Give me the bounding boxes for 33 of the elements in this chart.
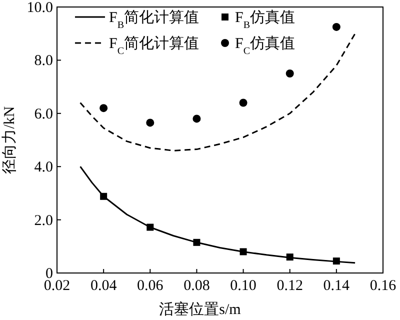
x-tick-label: 0.06 — [137, 278, 164, 294]
legend-label: F$_{B}$简化计算值 — [109, 9, 200, 30]
y-tick-label: 8.0 — [34, 53, 53, 70]
point — [239, 98, 248, 107]
point — [286, 70, 294, 78]
legend-label: F$_{C}$仿真值 — [235, 35, 296, 56]
point — [286, 254, 294, 261]
x-tick-label: 0.14 — [323, 278, 350, 294]
x-axis-title: 活塞位置s/m — [159, 301, 242, 318]
y-tick-label: 2.0 — [34, 212, 53, 229]
line-series — [80, 166, 356, 264]
y-tick-label: 4.0 — [34, 160, 53, 176]
y-tick-label: 6.0 — [34, 106, 53, 122]
point — [100, 192, 108, 200]
x-tick-label: 0.08 — [184, 278, 210, 294]
point — [100, 104, 108, 112]
x-tick-label: 0.10 — [230, 278, 256, 294]
legend-label: F$_{B}$仿真值 — [235, 9, 296, 30]
x-tick-label: 0.12 — [276, 278, 303, 294]
x-tick-label: 0.04 — [90, 278, 118, 294]
y-axis-title: 径向力/kN — [1, 106, 18, 174]
point — [193, 238, 200, 246]
line-series — [80, 32, 356, 152]
point — [146, 224, 154, 231]
point — [146, 118, 154, 127]
point — [192, 114, 201, 123]
x-tick-label: 0.02 — [44, 278, 70, 294]
point — [240, 248, 247, 256]
legend-label: F$_{C}$简化计算值 — [109, 35, 200, 56]
point — [332, 258, 340, 265]
y-tick-label: 10.0 — [26, 0, 53, 16]
point — [332, 22, 340, 31]
x-tick-label: 0.16 — [370, 278, 397, 294]
